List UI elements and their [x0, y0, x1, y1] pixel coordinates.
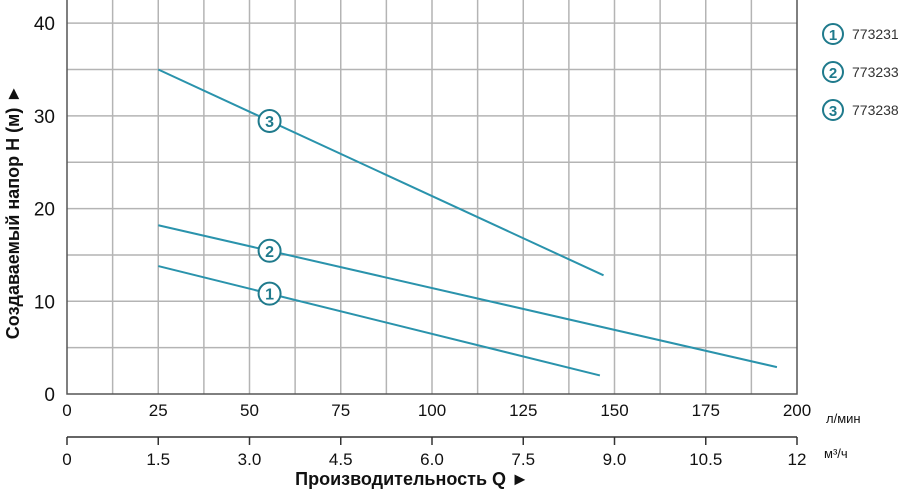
- legend-entry: 773233: [852, 64, 899, 80]
- legend-marker: [822, 99, 844, 121]
- y-axis-title: Создаваемый напор H (м) ►: [3, 85, 23, 339]
- x-axis-title: Производительность Q ►: [295, 469, 529, 489]
- series-marker-label: 2: [265, 244, 274, 261]
- x2-tick-label: 12: [788, 450, 807, 469]
- series-line-2: [158, 224, 778, 369]
- x-tick-label: 100: [418, 401, 446, 420]
- legend-marker: [822, 61, 844, 83]
- x-tick-label: 175: [692, 401, 720, 420]
- x-tick-label: 25: [149, 401, 168, 420]
- legend-marker-label: 2: [829, 65, 837, 82]
- y-tick-label: 0: [44, 385, 55, 406]
- x2-tick-label: 9.0: [603, 450, 627, 469]
- x2-tick-label: 4.5: [329, 450, 353, 469]
- legend-marker-label: 3: [829, 103, 837, 120]
- x2-tick-label: 3.0: [238, 450, 262, 469]
- x-tick-label: 200: [783, 401, 811, 420]
- x2-tick-label: 6.0: [420, 450, 444, 469]
- x2-tick-label: 1.5: [146, 450, 170, 469]
- legend-marker: [822, 23, 844, 45]
- y-tick-label: 30: [34, 107, 55, 128]
- legend-entry: 773231: [852, 26, 899, 42]
- legend-marker-label: 1: [829, 27, 837, 44]
- series-marker-3: [257, 108, 282, 133]
- x-tick-label: 0: [62, 401, 71, 420]
- series-line-1: [158, 265, 601, 377]
- series-marker-1: [257, 281, 282, 306]
- x-tick-label: 50: [240, 401, 259, 420]
- series-marker-2: [257, 238, 282, 263]
- plot-frame: [66, 0, 798, 395]
- series-marker-label: 3: [265, 114, 274, 131]
- x-tick-label: 150: [600, 401, 628, 420]
- y-tick-label: 40: [34, 14, 55, 35]
- x-unit-label: л/мин: [826, 411, 861, 426]
- x-tick-label: 125: [509, 401, 537, 420]
- x2-unit-label: м³/ч: [824, 446, 848, 461]
- y-tick-label: 10: [34, 292, 55, 313]
- legend-entry: 773238: [852, 102, 899, 118]
- y-tick-label: 20: [34, 200, 55, 221]
- x-tick-label: 75: [331, 401, 350, 420]
- x2-tick-label: 0: [62, 450, 71, 469]
- x2-tick-label: 7.5: [511, 450, 535, 469]
- series-marker-label: 1: [265, 287, 274, 304]
- series-line-3: [157, 68, 604, 277]
- x2-tick-label: 10.5: [689, 450, 722, 469]
